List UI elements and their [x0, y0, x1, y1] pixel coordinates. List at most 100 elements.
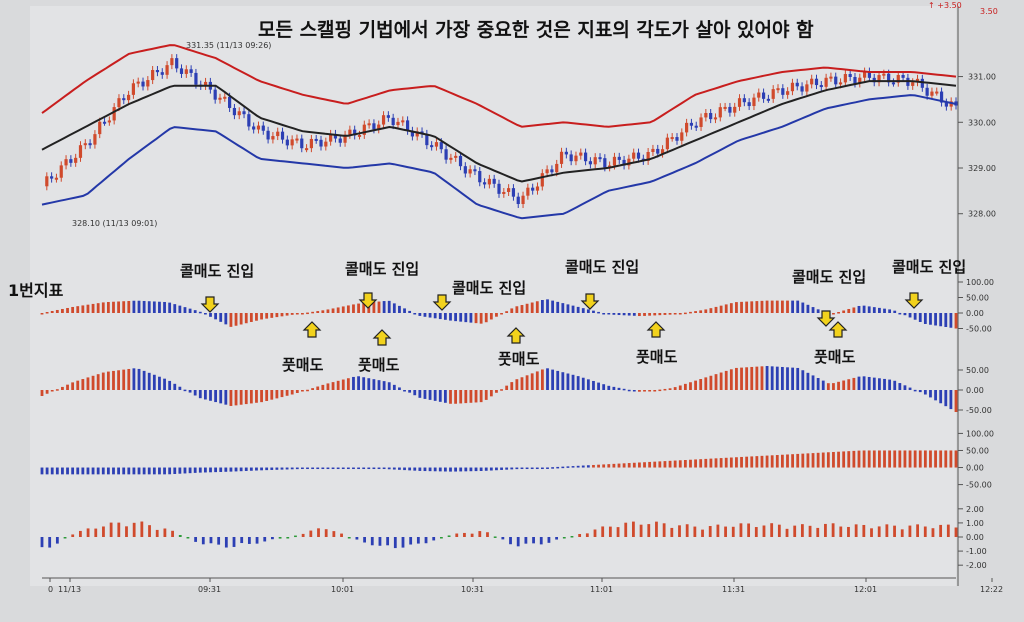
- sell-entry-arrow: [432, 294, 452, 311]
- indicator2-bar: [301, 390, 304, 392]
- indicator4-bar: [893, 525, 896, 537]
- indicator2-bar: [607, 385, 611, 390]
- indicator3-bar: [489, 467, 493, 471]
- candle: [838, 82, 843, 85]
- indicator3-bar: [780, 454, 784, 468]
- indicator2-tick-label: 50.00: [966, 366, 989, 375]
- candle: [333, 133, 338, 139]
- indicator4-bar: [685, 524, 689, 537]
- indicator1-bar: [188, 308, 192, 313]
- candle: [122, 98, 126, 101]
- high-annotation: 331.35 (11/13 09:26): [186, 41, 271, 50]
- indicator2-bar: [137, 368, 141, 390]
- indicator4-bar: [939, 524, 943, 537]
- indicator1-bar: [163, 301, 166, 313]
- indicator1-bar: [438, 313, 442, 320]
- indicator3-bar: [551, 467, 555, 469]
- indicator3-bar: [658, 461, 662, 468]
- indicator1-bar: [638, 313, 641, 317]
- buy-entry-arrow: [828, 321, 848, 338]
- indicator2-bar: [403, 390, 406, 392]
- indicator2-bar: [341, 379, 345, 390]
- indicator2-bar: [428, 390, 432, 400]
- indicator4-bar: [946, 524, 950, 537]
- indicator2-bar: [454, 390, 457, 404]
- candle: [502, 191, 506, 194]
- y-tick-label: 331.00: [968, 73, 996, 82]
- indicator1-bar: [45, 311, 49, 314]
- indicator3-bar: [632, 462, 636, 468]
- indicator1-bar: [954, 313, 958, 329]
- indicator2-bar: [893, 380, 897, 390]
- indicator3-bar: [653, 461, 657, 468]
- indicator3-bar: [306, 467, 309, 470]
- indicator1-bar: [122, 301, 126, 313]
- y-tick-label: 329.00: [968, 164, 996, 173]
- indicator3-bar: [147, 467, 151, 475]
- indicator1-bar: [576, 306, 580, 313]
- candle: [425, 133, 429, 146]
- candle: [343, 134, 347, 143]
- candle: [612, 156, 617, 166]
- candle: [367, 123, 371, 126]
- indicator2-bar: [954, 390, 958, 412]
- indicator3-bar: [724, 457, 728, 468]
- indicator3-bar: [566, 466, 570, 468]
- indicator3-bar: [96, 467, 100, 475]
- indicator1-bar: [592, 310, 595, 313]
- candle: [377, 124, 381, 130]
- indicator2-bar: [392, 384, 396, 390]
- indicator2-bar: [627, 389, 631, 392]
- indicator2-tick-label: -50.00: [966, 406, 992, 415]
- indicator1-bar: [837, 312, 840, 314]
- indicator4-bar: [562, 537, 566, 539]
- indicator1-bar: [735, 302, 738, 313]
- indicator4-bar: [324, 529, 328, 537]
- indicator3-bar: [387, 467, 391, 470]
- indicator1-bar: [842, 310, 846, 313]
- indicator3-bar: [929, 450, 932, 468]
- indicator1-bar: [627, 313, 631, 316]
- indicator1-bar: [158, 301, 161, 313]
- indicator2-bar: [811, 375, 815, 390]
- indicator2-bar: [219, 390, 223, 404]
- indicator1-bar: [469, 313, 473, 323]
- candle: [564, 151, 568, 155]
- indicator4-bar: [148, 525, 151, 537]
- indicator3-bar: [392, 467, 396, 470]
- indicator3-bar: [505, 467, 509, 470]
- candle: [478, 171, 482, 183]
- candle: [357, 134, 362, 137]
- indicator1-bar: [893, 310, 897, 313]
- candle: [271, 136, 275, 140]
- indicator2-bar: [321, 384, 325, 390]
- indicator3-bar: [867, 450, 871, 468]
- indicator1-bar: [602, 313, 606, 315]
- indicator2-bar: [178, 386, 182, 390]
- candle: [381, 115, 386, 125]
- indicator3-bar: [617, 463, 621, 468]
- candle: [939, 91, 944, 103]
- buy-entry-arrow: [506, 327, 526, 344]
- indicator3-bar: [382, 467, 386, 470]
- indicator3-bar: [683, 460, 687, 468]
- candle: [126, 94, 131, 101]
- candle: [59, 165, 63, 178]
- candle: [742, 98, 746, 103]
- indicator4-bar: [401, 537, 405, 548]
- indicator2-bar: [117, 370, 120, 390]
- indicator2-bar: [326, 383, 330, 390]
- candle: [757, 92, 761, 98]
- indicator4-bar: [824, 523, 827, 537]
- indicator1-bar: [265, 313, 269, 319]
- indicator3-bar: [581, 465, 585, 468]
- x-tick-label: 10:01: [331, 585, 354, 594]
- indicator4-bar: [355, 537, 359, 540]
- indicator1-bar: [699, 310, 703, 313]
- upper-band-line: [41, 44, 957, 128]
- candle: [747, 102, 751, 107]
- indicator4-bar: [194, 537, 198, 542]
- indicator1-bar: [811, 307, 815, 313]
- candle: [608, 165, 612, 168]
- indicator2-bar: [908, 387, 912, 390]
